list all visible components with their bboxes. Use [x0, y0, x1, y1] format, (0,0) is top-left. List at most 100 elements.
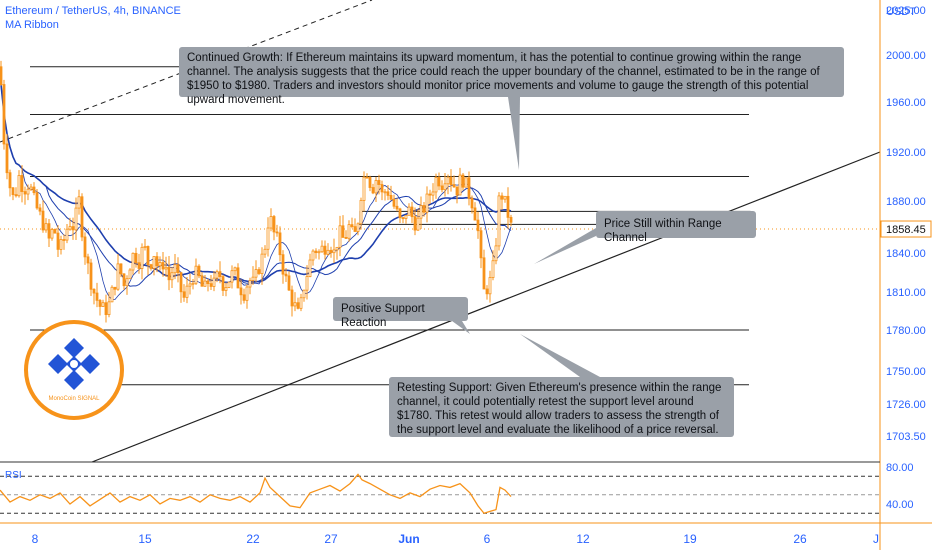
- candle-body: [329, 249, 333, 254]
- price-tick-label: 1880.00: [886, 196, 926, 208]
- price-axis-unit: USDT: [886, 6, 916, 18]
- candle-body: [131, 252, 135, 271]
- note-support-reaction[interactable]: Positive Support Reaction: [333, 297, 468, 329]
- time-tick-label: 8: [32, 532, 39, 546]
- candle-body: [443, 183, 447, 191]
- note-continued-growth[interactable]: Continued Growth: If Ethereum maintains …: [179, 47, 844, 106]
- candle-body: [368, 177, 372, 188]
- candle-body: [380, 184, 384, 193]
- candle-body: [230, 270, 234, 283]
- candle-body: [56, 232, 60, 250]
- candle-body: [323, 245, 327, 255]
- last-price-label: 1858.45: [886, 224, 926, 236]
- candle-body: [203, 280, 207, 287]
- candle-body: [344, 237, 348, 239]
- candle-body: [86, 256, 90, 264]
- candle-body: [2, 84, 6, 145]
- candle-body: [215, 271, 219, 279]
- symbol-title[interactable]: Ethereum / TetherUS, 4h, BINANCE: [5, 5, 181, 17]
- candle-body: [17, 175, 21, 197]
- candle-body: [377, 180, 381, 185]
- note-retesting-support-text: Retesting Support: Given Ethereum's pres…: [397, 382, 722, 436]
- candle-body: [389, 194, 393, 200]
- candle-body: [293, 302, 297, 307]
- ma-ribbon-label[interactable]: MA Ribbon: [5, 19, 59, 31]
- time-tick-label: Jun: [398, 532, 419, 546]
- price-tick-label: 1960.00: [886, 97, 926, 109]
- rsi-tick-label: 40.00: [886, 499, 914, 511]
- candle-body: [497, 195, 501, 247]
- candle-body: [464, 177, 468, 188]
- candle-body: [413, 216, 417, 231]
- candle-body: [458, 174, 462, 196]
- candle-body: [83, 236, 87, 258]
- candle-body: [320, 245, 324, 253]
- candle-body: [245, 286, 249, 301]
- candle-body: [302, 289, 306, 299]
- candle-body: [5, 143, 9, 174]
- candle-body: [47, 223, 51, 239]
- candle-body: [32, 186, 36, 194]
- price-tick-label: 1780.00: [886, 325, 926, 337]
- candle-body: [65, 228, 69, 241]
- note-retesting-support[interactable]: Retesting Support: Given Ethereum's pres…: [389, 377, 734, 437]
- candle-body: [392, 198, 396, 207]
- candle-body: [353, 226, 357, 232]
- ma-line-1: [0, 84, 512, 300]
- candle-body: [470, 197, 474, 209]
- pointer-retesting-support: [520, 334, 600, 377]
- candle-body: [479, 230, 483, 259]
- rsi-layer: RSI: [0, 470, 880, 515]
- candle-body: [473, 207, 477, 221]
- rsi-title: RSI: [5, 470, 22, 481]
- candle-body: [176, 264, 180, 274]
- candle-body: [95, 292, 99, 301]
- candle-body: [347, 224, 351, 239]
- candle-body: [239, 287, 243, 296]
- candle-body: [194, 265, 198, 284]
- candle-body: [467, 177, 471, 199]
- time-tick-label: 6: [484, 532, 491, 546]
- time-tick-label: 26: [793, 532, 807, 546]
- candle-body: [23, 191, 27, 195]
- candle-body: [449, 176, 453, 186]
- candle-body: [122, 273, 126, 287]
- candle-body: [89, 262, 93, 290]
- time-tick-label: 15: [138, 532, 152, 546]
- candle-body: [209, 283, 213, 287]
- candle-body: [218, 271, 222, 278]
- candle-body: [197, 265, 201, 277]
- candle-body: [140, 246, 144, 269]
- candle-body: [41, 210, 45, 231]
- candle-body: [155, 256, 159, 267]
- candle-body: [365, 176, 369, 179]
- candle-body: [398, 208, 402, 219]
- candle-body: [404, 214, 408, 219]
- candle-body: [200, 275, 204, 287]
- candle-body: [425, 193, 429, 213]
- candle-body: [179, 272, 183, 293]
- candle-body: [440, 185, 444, 191]
- price-tick-label: 1920.00: [886, 147, 926, 159]
- candle-body: [350, 224, 354, 228]
- note-range-channel[interactable]: Price Still within Range Channel: [596, 211, 756, 244]
- candle-body: [158, 262, 162, 267]
- candle-body: [491, 260, 495, 278]
- candle-body: [356, 223, 360, 232]
- candle-body: [146, 246, 150, 266]
- candle-body: [182, 291, 186, 298]
- price-tick-label: 1840.00: [886, 248, 926, 260]
- candle-body: [437, 177, 441, 187]
- candle-body: [383, 191, 387, 194]
- candle-body: [308, 259, 312, 277]
- candle-body: [101, 302, 105, 307]
- candle-body: [110, 286, 114, 303]
- candle-body: [494, 245, 498, 262]
- time-tick-label: J: [873, 532, 879, 546]
- candle-body: [191, 282, 195, 285]
- candle-body: [128, 269, 132, 280]
- candle-body: [71, 226, 75, 231]
- candle-body: [149, 264, 153, 269]
- candle-body: [143, 246, 147, 248]
